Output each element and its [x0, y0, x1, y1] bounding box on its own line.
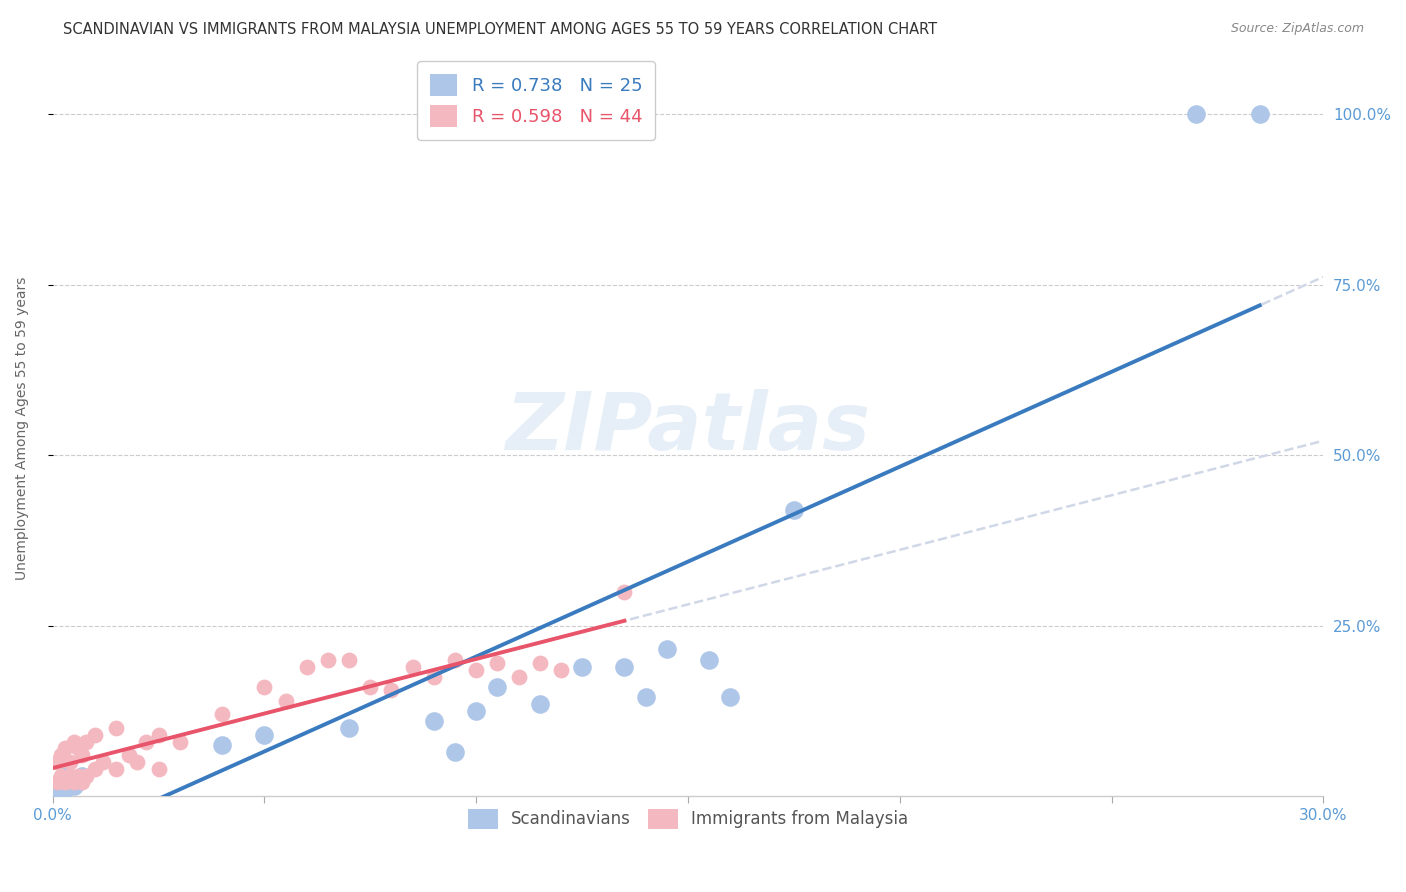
Point — [613, 584, 636, 599]
Point — [486, 656, 509, 670]
Point — [66, 775, 89, 789]
Point — [84, 728, 107, 742]
Point — [45, 775, 67, 789]
Point — [529, 697, 551, 711]
Point — [783, 502, 806, 516]
Point — [84, 762, 107, 776]
Point — [62, 779, 84, 793]
Point — [118, 748, 141, 763]
Point — [53, 769, 76, 783]
Text: ZIPatlas: ZIPatlas — [505, 389, 870, 467]
Point — [58, 769, 80, 783]
Point — [49, 748, 72, 763]
Point — [76, 769, 98, 783]
Point — [148, 728, 170, 742]
Point — [76, 734, 98, 748]
Point — [148, 762, 170, 776]
Point — [49, 775, 72, 789]
Point — [274, 693, 297, 707]
Point — [718, 690, 741, 705]
Point — [53, 775, 76, 789]
Point — [550, 663, 572, 677]
Legend: Scandinavians, Immigrants from Malaysia: Scandinavians, Immigrants from Malaysia — [461, 802, 915, 836]
Point — [66, 741, 89, 756]
Point — [253, 680, 276, 694]
Point — [105, 762, 128, 776]
Point — [359, 680, 381, 694]
Point — [444, 745, 467, 759]
Point — [697, 653, 720, 667]
Point — [49, 769, 72, 783]
Text: SCANDINAVIAN VS IMMIGRANTS FROM MALAYSIA UNEMPLOYMENT AMONG AGES 55 TO 59 YEARS : SCANDINAVIAN VS IMMIGRANTS FROM MALAYSIA… — [63, 22, 938, 37]
Point — [72, 769, 94, 783]
Point — [53, 741, 76, 756]
Point — [1185, 107, 1208, 121]
Point — [655, 642, 678, 657]
Point — [423, 670, 446, 684]
Point — [401, 659, 423, 673]
Y-axis label: Unemployment Among Ages 55 to 59 years: Unemployment Among Ages 55 to 59 years — [15, 277, 30, 580]
Point — [253, 728, 276, 742]
Point — [93, 755, 115, 769]
Text: Source: ZipAtlas.com: Source: ZipAtlas.com — [1230, 22, 1364, 36]
Point — [465, 663, 488, 677]
Point — [45, 755, 67, 769]
Point — [444, 653, 467, 667]
Point — [58, 755, 80, 769]
Point — [53, 782, 76, 797]
Point — [135, 734, 157, 748]
Point — [571, 659, 593, 673]
Point — [58, 775, 80, 789]
Point — [316, 653, 339, 667]
Point — [62, 734, 84, 748]
Point — [211, 738, 233, 752]
Point — [295, 659, 318, 673]
Point — [613, 659, 636, 673]
Point — [66, 769, 89, 783]
Point — [1249, 107, 1271, 121]
Point — [423, 714, 446, 728]
Point — [211, 707, 233, 722]
Point — [634, 690, 657, 705]
Point — [465, 704, 488, 718]
Point — [337, 721, 360, 735]
Point — [529, 656, 551, 670]
Point — [486, 680, 509, 694]
Point — [127, 755, 149, 769]
Point — [508, 670, 530, 684]
Point — [45, 782, 67, 797]
Point — [337, 653, 360, 667]
Point — [72, 775, 94, 789]
Point — [62, 775, 84, 789]
Point — [72, 748, 94, 763]
Point — [169, 734, 191, 748]
Point — [380, 683, 402, 698]
Point — [105, 721, 128, 735]
